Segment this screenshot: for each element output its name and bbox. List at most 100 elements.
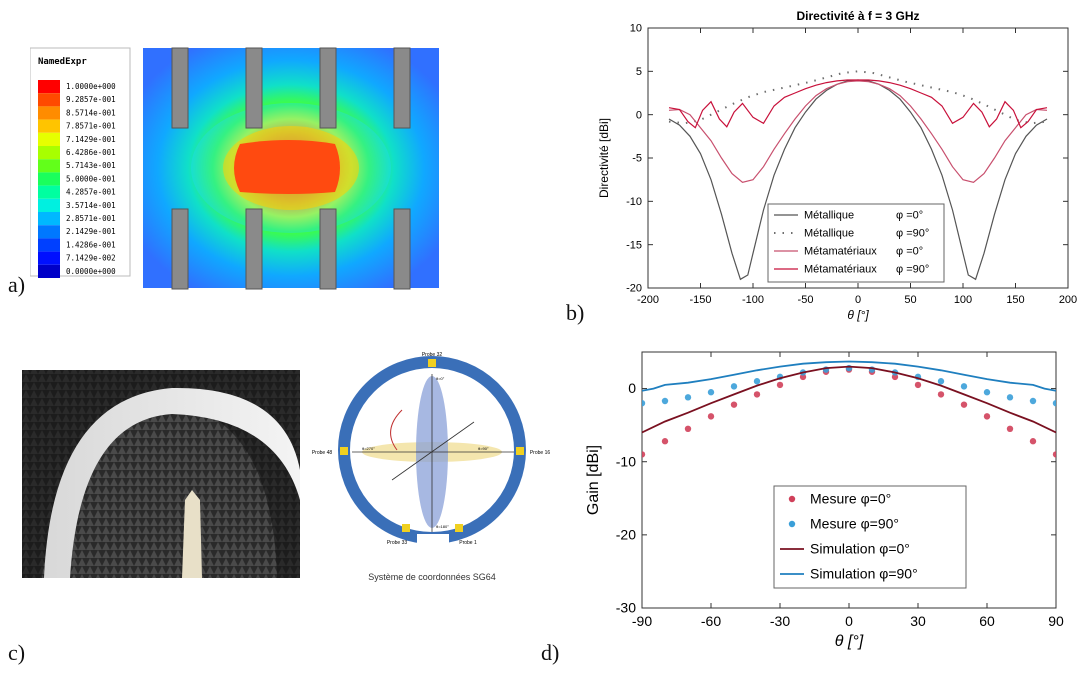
color-legend: NamedExpr 1.0000e+000 9.2857e-001 8.5714e-0… xyxy=(38,57,116,278)
legend-marker xyxy=(788,495,796,503)
y-tick-label: -15 xyxy=(626,239,642,251)
data-point xyxy=(937,378,945,385)
x-tick-label: -60 xyxy=(701,613,721,629)
data-point xyxy=(707,413,715,420)
y-tick-label: 5 xyxy=(636,66,642,78)
y-axis-label: Directivité [dBi] xyxy=(597,118,611,198)
legend-tick-label: 5.0000e-001 xyxy=(66,174,116,183)
y-tick-label: -10 xyxy=(616,453,636,469)
data-point xyxy=(1006,394,1014,401)
metal-post xyxy=(245,208,263,290)
axis-angle-label: θ=90° xyxy=(478,446,489,451)
legend-swatch xyxy=(38,132,60,146)
metal-post xyxy=(393,208,411,290)
chart-title: Directivité à f = 3 GHz xyxy=(796,9,919,23)
data-point xyxy=(960,383,968,390)
panel-c: Probe 32 Probe 48 Probe 16 Probe 33 Prob… xyxy=(22,350,562,590)
metal-post xyxy=(171,208,189,290)
data-point xyxy=(914,381,922,389)
legend-swatch xyxy=(38,172,60,186)
data-point xyxy=(730,383,738,390)
data-point xyxy=(891,373,899,381)
legend-swatch xyxy=(38,185,60,199)
legend-tick-label: 4.2857e-001 xyxy=(66,188,116,197)
legend-tick-label: 1.4286e-001 xyxy=(66,240,116,249)
data-point xyxy=(684,425,692,432)
data-point xyxy=(983,413,991,420)
y-tick-label: -10 xyxy=(626,196,642,208)
series-line xyxy=(642,360,1056,392)
y-axis-label: Gain [dBi] xyxy=(585,445,602,515)
data-point xyxy=(1029,438,1037,445)
x-tick-label: 0 xyxy=(855,294,861,306)
data-point xyxy=(960,401,968,408)
probe-arch xyxy=(44,387,300,578)
series-line xyxy=(642,365,1056,434)
x-tick-label: -50 xyxy=(798,294,814,306)
data-point xyxy=(776,381,784,389)
x-tick-label: 50 xyxy=(904,294,916,306)
data-point xyxy=(799,373,807,381)
legend-tick-label: 0.0000e+000 xyxy=(66,267,116,276)
legend-entry: Mesure φ=0° xyxy=(810,491,891,507)
axis-angle-label: θ=0° xyxy=(436,376,445,381)
legend-tick-label: 7.1429e-001 xyxy=(66,135,116,144)
data-point xyxy=(753,391,761,398)
legend-swatch xyxy=(38,238,60,252)
legend-phi: φ =90° xyxy=(896,228,929,240)
data-point xyxy=(1052,451,1056,458)
legend-entry: Simulation φ=0° xyxy=(810,541,910,557)
probe-marker xyxy=(428,359,436,367)
data-point xyxy=(1052,400,1056,407)
metal-post xyxy=(245,47,263,129)
legend-entry: Simulation φ=90° xyxy=(810,566,918,582)
legend-swatch xyxy=(38,225,60,239)
data-point xyxy=(753,378,761,385)
legend-tick-label: 7.1429e-002 xyxy=(66,254,116,263)
data-point xyxy=(642,400,646,407)
series-group xyxy=(642,360,1056,458)
y-tick-label: 0 xyxy=(636,109,642,121)
panel-d: -90 -60 -30 0 30 60 90 0 -10 -20 -30 θ [°] Gain [dBi… xyxy=(570,330,1086,670)
metal-post xyxy=(171,47,189,129)
legend-swatch xyxy=(38,198,60,212)
probe-marker xyxy=(340,447,348,455)
y-tick-label: -20 xyxy=(616,527,636,543)
series-line xyxy=(668,80,1048,183)
legend-swatch xyxy=(38,212,60,226)
data-point xyxy=(1006,425,1014,432)
y-tick-label: -5 xyxy=(632,153,642,165)
data-point xyxy=(707,389,715,396)
axis-angle-label: θ=180° xyxy=(436,524,449,529)
legend-box xyxy=(773,485,967,589)
probe-marker xyxy=(516,447,524,455)
data-point xyxy=(983,389,991,396)
data-point xyxy=(661,397,669,405)
probe-label: Probe 16 xyxy=(530,450,551,456)
x-tick-label: -200 xyxy=(637,294,659,306)
legend-tick-label: 5.7143e-001 xyxy=(66,161,116,170)
axis-angle-label: θ=270° xyxy=(362,446,375,451)
x-axis-label: θ [°] xyxy=(835,633,864,650)
panel-label-a: a) xyxy=(8,272,26,297)
legend-swatch xyxy=(38,251,60,265)
legend-phi: φ =0° xyxy=(896,210,923,222)
y-tick-label: -20 xyxy=(626,283,642,295)
x-tick-label: 150 xyxy=(1006,294,1024,306)
x-tick-label: -90 xyxy=(632,613,652,629)
y-tick-label: -30 xyxy=(616,600,636,616)
legend-title: NamedExpr xyxy=(38,57,87,67)
metal-post xyxy=(319,47,337,129)
coordinate-system-caption: Système de coordonnées SG64 xyxy=(368,572,496,582)
data-point xyxy=(1029,397,1037,405)
x-tick-label: 60 xyxy=(979,613,995,629)
legend-swatch xyxy=(38,80,60,94)
series-line xyxy=(668,79,1048,129)
legend-tick-label: 2.8571e-001 xyxy=(66,214,116,223)
metal-posts xyxy=(171,47,411,290)
x-tick-label: 0 xyxy=(845,613,853,629)
panel-label-c: c) xyxy=(8,640,26,665)
legend-marker xyxy=(788,520,796,528)
panel-a: NamedExpr 1.0000e+000 9.2857e-001 8.5714e-0… xyxy=(29,44,440,294)
legend-phi: φ =0° xyxy=(896,246,923,258)
